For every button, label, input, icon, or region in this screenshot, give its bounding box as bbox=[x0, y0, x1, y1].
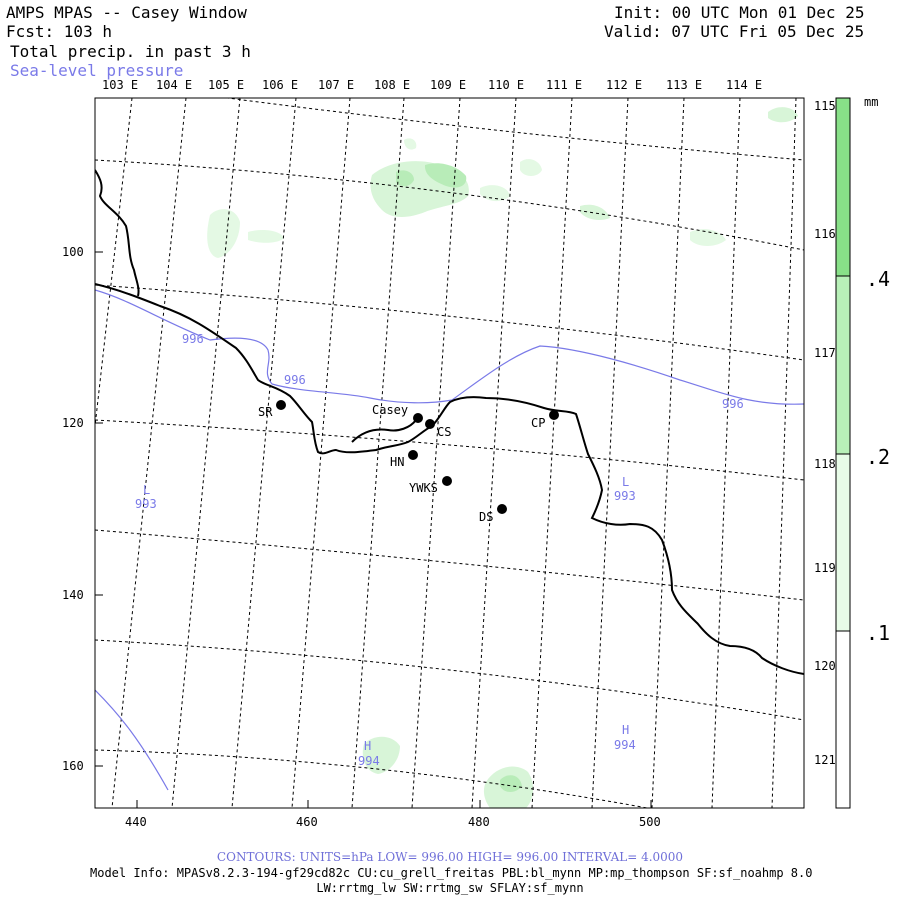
valid-time: Valid: 07 UTC Fri 05 Dec 25 bbox=[604, 22, 865, 41]
x-tick-label: 440 bbox=[125, 815, 147, 829]
pressure-center-letter: L bbox=[143, 483, 150, 497]
station-marker[interactable] bbox=[497, 504, 507, 514]
y-tick-label: 120 bbox=[62, 416, 84, 430]
plot-frame bbox=[94, 97, 805, 809]
contour-label: 996 bbox=[182, 332, 204, 346]
colorbar-label: .4 bbox=[866, 267, 890, 291]
pressure-center-value: 994 bbox=[358, 754, 380, 768]
contour-label: 996 bbox=[284, 373, 306, 387]
stations: SR Casey CS CP HN YWKS DS bbox=[258, 400, 559, 524]
colorbar-label: .1 bbox=[866, 621, 890, 645]
colorbar: mm .4 .2 .1 bbox=[835, 95, 890, 809]
map-title: AMPS MPAS -- Casey Window bbox=[6, 3, 247, 22]
pressure-center-letter: H bbox=[622, 723, 629, 737]
longitude-label: 103 E bbox=[102, 78, 138, 92]
longitude-label: 106 E bbox=[262, 78, 298, 92]
longitude-label: 108 E bbox=[374, 78, 410, 92]
y-tick-labels: 100 120 140 160 bbox=[62, 245, 84, 773]
pressure-labels: 996 996 996 L 993 L 993 H 994 H 994 bbox=[135, 332, 744, 768]
coastline bbox=[95, 169, 804, 675]
y-tick-label: 100 bbox=[62, 245, 84, 259]
longitude-label: 104 E bbox=[156, 78, 192, 92]
precip-shading bbox=[207, 107, 798, 808]
model-info-2: LW:rrtmg_lw SW:rrtmg_sw SFLAY:sf_mynn bbox=[316, 881, 584, 895]
station-marker[interactable] bbox=[442, 476, 452, 486]
station-label: DS bbox=[479, 510, 493, 524]
pressure-center-letter: H bbox=[364, 739, 371, 753]
contour-label: 996 bbox=[722, 397, 744, 411]
colorbar-frame bbox=[835, 97, 851, 809]
init-time: Init: 00 UTC Mon 01 Dec 25 bbox=[614, 3, 865, 22]
pressure-center-value: 993 bbox=[135, 497, 157, 511]
longitude-label: 113 E bbox=[666, 78, 702, 92]
overlay-name: Sea-level pressure bbox=[10, 61, 184, 80]
pressure-center-value: 993 bbox=[614, 489, 636, 503]
station-marker[interactable] bbox=[408, 450, 418, 460]
station-label: SR bbox=[258, 405, 273, 419]
model-info: Model Info: MPASv8.2.3-194-gf29cd82c CU:… bbox=[90, 866, 813, 880]
x-tick-label: 460 bbox=[296, 815, 318, 829]
colorbar-segment bbox=[836, 276, 850, 454]
longitude-label: 111 E bbox=[546, 78, 582, 92]
forecast-hour: Fcst: 103 h bbox=[6, 22, 112, 41]
colorbar-segment bbox=[836, 454, 850, 631]
station-marker[interactable] bbox=[425, 419, 435, 429]
x-tick-marks bbox=[95, 251, 652, 808]
pressure-contours bbox=[95, 289, 804, 791]
y-tick-label: 140 bbox=[62, 588, 84, 602]
station-label: YWKS bbox=[409, 481, 438, 495]
colorbar-segment bbox=[836, 631, 850, 808]
station-label: CS bbox=[437, 425, 451, 439]
station-label: CP bbox=[531, 416, 545, 430]
longitude-label: 109 E bbox=[430, 78, 466, 92]
longitude-label: 105 E bbox=[208, 78, 244, 92]
contour-info: CONTOURS: UNITS=hPa LOW= 996.00 HIGH= 99… bbox=[216, 850, 684, 864]
pressure-center-value: 994 bbox=[614, 738, 636, 752]
x-tick-label: 500 bbox=[639, 815, 661, 829]
colorbar-segment bbox=[836, 98, 850, 276]
longitude-label: 114 E bbox=[726, 78, 762, 92]
longitude-label: 112 E bbox=[606, 78, 642, 92]
station-label: HN bbox=[390, 455, 404, 469]
longitude-labels: 103 E 104 E 105 E 106 E 107 E 108 E 109 … bbox=[102, 78, 762, 92]
station-label: Casey bbox=[372, 403, 408, 417]
station-marker[interactable] bbox=[549, 410, 559, 420]
x-tick-label: 480 bbox=[468, 815, 490, 829]
x-tick-labels: 440 460 480 500 bbox=[125, 815, 661, 829]
longitude-label: 107 E bbox=[318, 78, 354, 92]
colorbar-unit: mm bbox=[864, 95, 878, 109]
pressure-center-letter: L bbox=[622, 475, 629, 489]
station-marker[interactable] bbox=[413, 413, 423, 423]
y-tick-label: 160 bbox=[62, 759, 84, 773]
colorbar-label: .2 bbox=[866, 445, 890, 469]
field-name: Total precip. in past 3 h bbox=[10, 42, 251, 61]
longitude-label: 110 E bbox=[488, 78, 524, 92]
station-marker[interactable] bbox=[276, 400, 286, 410]
